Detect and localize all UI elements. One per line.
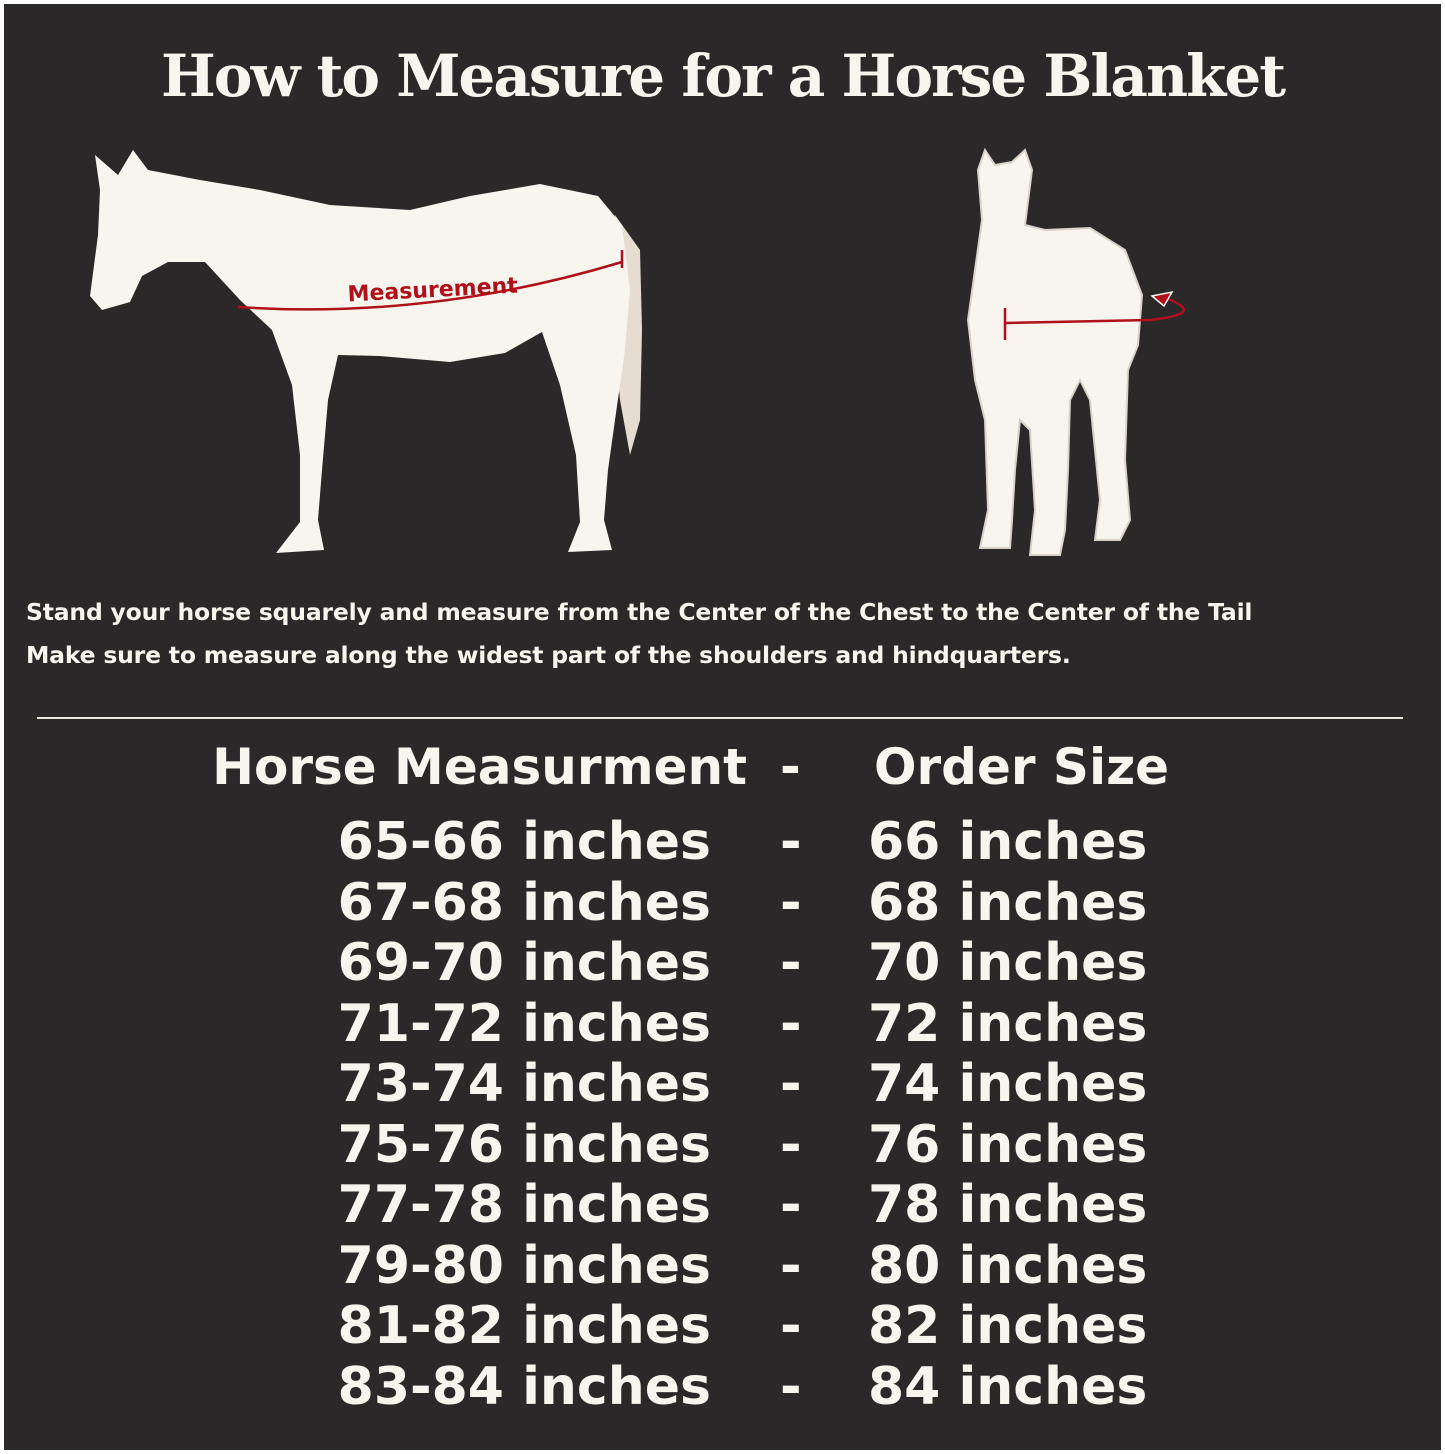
row-measurement: 77-78 inches bbox=[337, 1175, 711, 1235]
table-row: 83-84 inches - 84 inches bbox=[0, 1357, 1445, 1417]
front-measurement-arrow bbox=[1003, 290, 1185, 340]
front-view-horse-illustration bbox=[966, 147, 1144, 556]
row-size: 82 inches bbox=[868, 1296, 1148, 1356]
table-row: 71-72 inches - 72 inches bbox=[0, 994, 1445, 1054]
row-measurement: 83-84 inches bbox=[337, 1356, 711, 1417]
row-separator: - bbox=[780, 1114, 802, 1175]
row-separator: - bbox=[780, 933, 802, 993]
table-row: 77-78 inches - 78 inches bbox=[0, 1175, 1445, 1235]
row-measurement: 73-74 inches bbox=[337, 1054, 711, 1114]
row-measurement: 81-82 inches bbox=[337, 1296, 711, 1356]
row-separator: - bbox=[780, 1235, 802, 1296]
row-size: 74 inches bbox=[868, 1054, 1148, 1114]
row-measurement: 71-72 inches bbox=[337, 993, 711, 1054]
instruction-line-1: Stand your horse squarely and measure fr… bbox=[26, 598, 1253, 626]
page-title: How to Measure for a Horse Blanket bbox=[160, 42, 1286, 110]
row-separator: - bbox=[780, 1296, 802, 1356]
header-measurement: Horse Measurment bbox=[212, 738, 747, 796]
row-separator: - bbox=[780, 993, 802, 1054]
table-row: 65-66 inches - 66 inches bbox=[0, 812, 1445, 872]
header-size: Order Size bbox=[874, 738, 1170, 796]
divider bbox=[37, 717, 1403, 719]
row-separator: - bbox=[780, 872, 802, 933]
instruction-line-2: Make sure to measure along the widest pa… bbox=[26, 641, 1071, 669]
row-measurement: 79-80 inches bbox=[337, 1235, 711, 1296]
row-size: 70 inches bbox=[868, 933, 1148, 993]
row-measurement: 69-70 inches bbox=[337, 933, 711, 993]
side-measurement-line bbox=[237, 260, 623, 311]
row-separator: - bbox=[780, 1356, 802, 1417]
table-row: 81-82 inches - 82 inches bbox=[0, 1296, 1445, 1356]
table-row: 69-70 inches - 70 inches bbox=[0, 933, 1445, 993]
row-measurement: 75-76 inches bbox=[337, 1114, 711, 1175]
table-row: 67-68 inches - 68 inches bbox=[0, 873, 1445, 933]
row-size: 68 inches bbox=[868, 872, 1148, 933]
header-separator: - bbox=[780, 738, 801, 796]
row-separator: - bbox=[780, 812, 802, 872]
side-horse-body bbox=[90, 150, 630, 553]
table-row: 73-74 inches - 74 inches bbox=[0, 1054, 1445, 1114]
row-size: 72 inches bbox=[868, 993, 1148, 1054]
row-size: 78 inches bbox=[868, 1175, 1148, 1235]
table-row: 75-76 inches - 76 inches bbox=[0, 1115, 1445, 1175]
row-size: 76 inches bbox=[868, 1114, 1148, 1175]
side-view-horse-illustration: Measurement bbox=[90, 150, 642, 553]
front-horse-body bbox=[966, 147, 1144, 556]
table-header: Horse Measurment - Order Size bbox=[0, 738, 1445, 798]
row-separator: - bbox=[780, 1054, 802, 1114]
row-separator: - bbox=[780, 1175, 802, 1235]
row-measurement: 65-66 inches bbox=[337, 812, 711, 872]
row-size: 84 inches bbox=[868, 1356, 1148, 1417]
row-size: 80 inches bbox=[868, 1235, 1148, 1296]
table-row: 79-80 inches - 80 inches bbox=[0, 1236, 1445, 1296]
row-measurement: 67-68 inches bbox=[337, 872, 711, 933]
arrowhead-icon bbox=[1150, 290, 1174, 308]
row-size: 66 inches bbox=[868, 812, 1148, 872]
